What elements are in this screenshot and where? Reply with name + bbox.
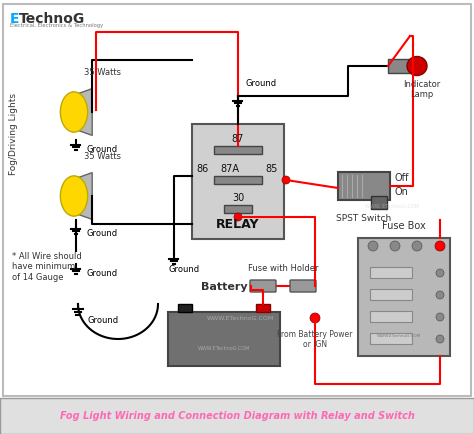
Circle shape	[435, 241, 445, 251]
Circle shape	[234, 213, 242, 221]
Text: E: E	[10, 12, 19, 26]
Circle shape	[436, 291, 444, 299]
Text: WWW.ETechnoG.COM: WWW.ETechnoG.COM	[206, 316, 273, 322]
Circle shape	[436, 335, 444, 343]
Polygon shape	[74, 89, 92, 135]
Text: Ground: Ground	[87, 270, 118, 279]
Bar	[370, 289, 412, 300]
Text: Fuse Box: Fuse Box	[382, 221, 426, 231]
Text: Ground: Ground	[246, 79, 277, 88]
Text: Ground: Ground	[87, 230, 118, 239]
Text: From Battery Power
or IGN: From Battery Power or IGN	[277, 330, 353, 349]
Circle shape	[310, 313, 320, 323]
Bar	[338, 172, 390, 200]
Text: Indicator
Lamp: Indicator Lamp	[403, 80, 441, 99]
Bar	[178, 304, 192, 312]
Text: 87: 87	[232, 134, 244, 144]
Text: Fog/Driving Lights: Fog/Driving Lights	[9, 93, 18, 175]
Bar	[370, 267, 412, 278]
Bar	[388, 59, 410, 73]
Text: 30: 30	[232, 193, 244, 203]
Text: Ground: Ground	[87, 145, 118, 154]
Polygon shape	[74, 173, 92, 220]
Circle shape	[282, 176, 290, 184]
Ellipse shape	[407, 56, 427, 76]
Bar	[370, 333, 412, 344]
Circle shape	[436, 313, 444, 321]
Circle shape	[412, 241, 422, 251]
Bar	[168, 312, 280, 366]
Text: Electrical, Electronics & Technology: Electrical, Electronics & Technology	[10, 23, 103, 28]
Bar	[371, 196, 387, 209]
Text: 87A: 87A	[220, 164, 239, 174]
Text: RELAY: RELAY	[216, 218, 260, 231]
Text: TechnoG: TechnoG	[19, 12, 85, 26]
Text: Ground: Ground	[168, 265, 200, 274]
Text: 85: 85	[265, 164, 278, 174]
Text: * All Wire should
have minimum
of 14 Gauge: * All Wire should have minimum of 14 Gau…	[12, 252, 82, 282]
Bar	[214, 146, 262, 154]
FancyBboxPatch shape	[250, 280, 276, 292]
Circle shape	[390, 241, 400, 251]
Circle shape	[436, 269, 444, 277]
Bar	[370, 311, 412, 322]
Ellipse shape	[60, 176, 88, 216]
Text: On: On	[395, 187, 409, 197]
Text: Ground: Ground	[88, 316, 119, 325]
Ellipse shape	[60, 92, 88, 132]
Text: Fog Light Wiring and Connection Diagram with Relay and Switch: Fog Light Wiring and Connection Diagram …	[60, 411, 414, 421]
Bar	[214, 176, 262, 184]
Bar	[358, 238, 450, 356]
Text: Off: Off	[395, 173, 410, 183]
Text: SPST Switch: SPST Switch	[337, 214, 392, 223]
Bar	[224, 205, 252, 213]
Bar	[0, 398, 474, 434]
Text: WWW.ETechnoG.COM: WWW.ETechnoG.COM	[377, 334, 421, 338]
Text: WWW. ETechnoG.COM: WWW. ETechnoG.COM	[365, 204, 419, 208]
Circle shape	[368, 241, 378, 251]
Bar	[256, 304, 270, 312]
Text: 35 Watts: 35 Watts	[84, 152, 121, 161]
Text: WWW.ETechnoG.COM: WWW.ETechnoG.COM	[198, 345, 250, 351]
Text: Battery: Battery	[201, 282, 247, 292]
Text: 86: 86	[196, 164, 208, 174]
Text: 35 Watts: 35 Watts	[84, 68, 121, 77]
Bar	[192, 124, 284, 239]
FancyBboxPatch shape	[290, 280, 316, 292]
Text: Fuse with Holder: Fuse with Holder	[248, 264, 318, 273]
